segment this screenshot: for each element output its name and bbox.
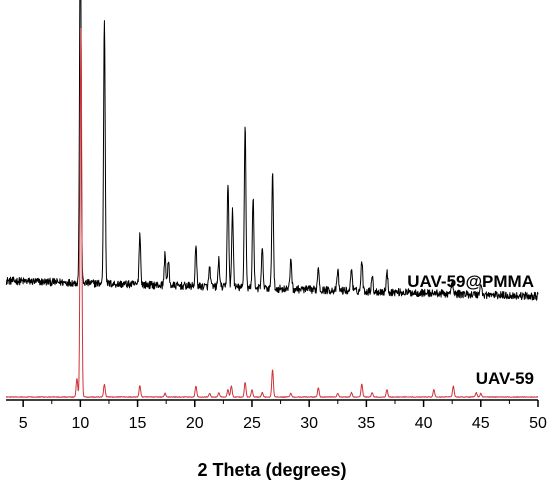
x-tick-label-40: 40: [415, 415, 433, 432]
x-tick-label-15: 15: [129, 415, 147, 432]
x-tick-label-25: 25: [243, 415, 261, 432]
x-tick-label-20: 20: [186, 415, 204, 432]
x-tick-label-30: 30: [300, 415, 318, 432]
x-tick-label-45: 45: [472, 415, 490, 432]
x-tick-label-50: 50: [529, 415, 547, 432]
series-label-uav59: UAV-59: [476, 369, 534, 388]
x-axis-ticks: 5 10 15 20 25 30 35 40 45 50: [19, 400, 547, 432]
plot-area: [5, 0, 539, 398]
series-uav59-line: [5, 28, 539, 398]
series-label-uav59-pmma: UAV-59@PMMA: [407, 272, 534, 291]
x-tick-label-10: 10: [71, 415, 89, 432]
x-tick-label-35: 35: [357, 415, 375, 432]
x-tick-label-5: 5: [19, 415, 28, 432]
x-axis-title: 2 Theta (degrees): [197, 460, 346, 480]
series-uav59-pmma-line: [5, 0, 539, 301]
